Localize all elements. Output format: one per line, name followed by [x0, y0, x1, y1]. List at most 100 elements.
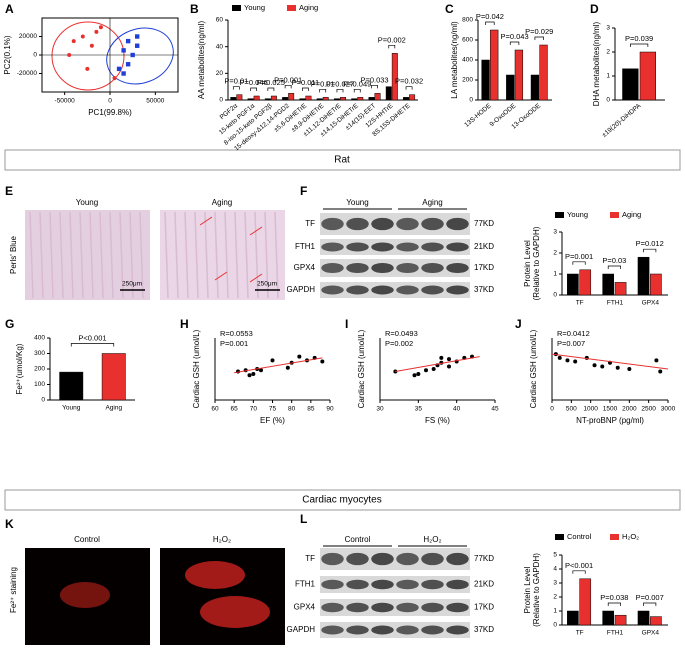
bar — [622, 68, 639, 101]
x-tick-label: Aging — [105, 405, 122, 412]
point — [320, 359, 325, 364]
bar — [247, 98, 254, 101]
blot-band — [446, 579, 469, 590]
point — [447, 364, 451, 369]
legend-swatch — [610, 212, 619, 218]
stat-label: P=0.007 — [557, 339, 585, 348]
image-title: Aging — [212, 198, 232, 207]
blot-band — [396, 602, 419, 613]
panel-letter: J — [515, 317, 522, 331]
p-value: P=0.01 — [311, 79, 335, 88]
bar — [614, 282, 627, 296]
x-tick-label: 2500 — [641, 406, 656, 413]
tissue-texture — [39, 211, 44, 299]
banner — [4, 149, 681, 171]
blot-size: 21KD — [474, 242, 494, 251]
significance-bracket — [509, 41, 520, 45]
point — [270, 358, 275, 363]
bar — [299, 98, 306, 101]
arrow — [249, 226, 263, 236]
significance-bracket — [572, 261, 586, 265]
bar — [539, 44, 548, 101]
trend-line — [395, 356, 480, 372]
legend-label: Control — [567, 532, 592, 541]
y-tick-label: 0 — [606, 97, 610, 104]
bar — [637, 256, 650, 296]
bar — [236, 94, 243, 101]
p-value: P=0.03 — [602, 256, 626, 265]
blot-row-label: GPX4 — [294, 603, 316, 612]
bar — [322, 97, 329, 101]
bar — [579, 578, 592, 626]
banner-text: Cardiac myocytes — [302, 495, 381, 506]
panel-letter: F — [300, 184, 307, 198]
point — [285, 365, 290, 370]
legend-label: Aging — [622, 210, 641, 219]
y-tick-label: 20 — [216, 70, 224, 77]
bar — [305, 95, 312, 101]
p-value: P<0.001 — [78, 333, 106, 342]
significance-bracket — [630, 43, 649, 47]
tissue-texture — [49, 211, 54, 299]
point — [94, 29, 99, 34]
image-title: Control — [74, 535, 100, 544]
significance-bracket — [232, 86, 240, 90]
cell — [60, 582, 110, 608]
legend-label: Young — [567, 210, 588, 219]
stain-label: Fe²⁺ staining — [9, 567, 18, 613]
y-axis-label: AA metabolites(ng/ml) — [197, 21, 206, 100]
bar — [316, 98, 323, 101]
blot-band — [396, 262, 419, 274]
significance-bracket — [353, 88, 361, 93]
point — [259, 368, 263, 373]
point — [98, 25, 103, 30]
tissue-texture — [174, 211, 179, 299]
significance-bracket — [284, 84, 292, 89]
point — [130, 52, 135, 58]
blot-band — [371, 285, 394, 295]
blot-band — [321, 242, 344, 252]
blot-band — [421, 217, 444, 231]
y-tick-label: 40 — [216, 43, 224, 50]
p-value: P=0.032 — [395, 77, 423, 86]
tissue-texture — [184, 211, 189, 299]
bar — [567, 273, 579, 296]
x-tick-label: 1500 — [603, 406, 618, 413]
significance-bracket — [388, 44, 396, 49]
x-tick-label: FTH1 — [607, 300, 624, 307]
p-value: P=0.029 — [525, 27, 553, 36]
panel-letter: I — [345, 317, 348, 331]
trend-line — [551, 353, 669, 370]
blot-band — [346, 579, 369, 590]
bar — [270, 95, 277, 101]
p-value: P=0.027 — [326, 79, 354, 88]
arrow — [214, 271, 228, 281]
tissue-texture — [254, 211, 259, 299]
significance-bracket — [607, 265, 621, 269]
y-tick-label: 0 — [219, 97, 223, 104]
x-tick-label: TF — [576, 300, 584, 307]
x-tick-label: 0 — [550, 406, 554, 413]
significance-bracket — [250, 87, 257, 91]
blot-band — [321, 217, 344, 231]
y-tick-label: 0 — [553, 292, 557, 299]
bar — [614, 614, 627, 626]
legend-label: H₂O₂ — [622, 532, 639, 541]
blot-group: H₂O₂ — [423, 535, 441, 544]
bar — [403, 97, 410, 101]
stat-label: R=0.0493 — [385, 329, 418, 338]
x-tick-label: Young — [62, 405, 81, 412]
blot-band — [371, 242, 394, 252]
blot-band — [446, 602, 469, 613]
x-tick-label: -50000 — [55, 98, 76, 105]
bar — [253, 95, 260, 101]
blot-band — [421, 242, 444, 252]
y-tick-label: 4 — [553, 566, 557, 573]
blot-size: 17KD — [474, 263, 494, 272]
blot-band — [346, 217, 369, 231]
p-value: P=0.001 — [565, 252, 593, 261]
significance-bracket — [336, 88, 344, 93]
x-axis-label: EF (%) — [260, 416, 285, 425]
blot-band — [446, 552, 469, 566]
x-tick-label: FTH1 — [607, 630, 624, 637]
